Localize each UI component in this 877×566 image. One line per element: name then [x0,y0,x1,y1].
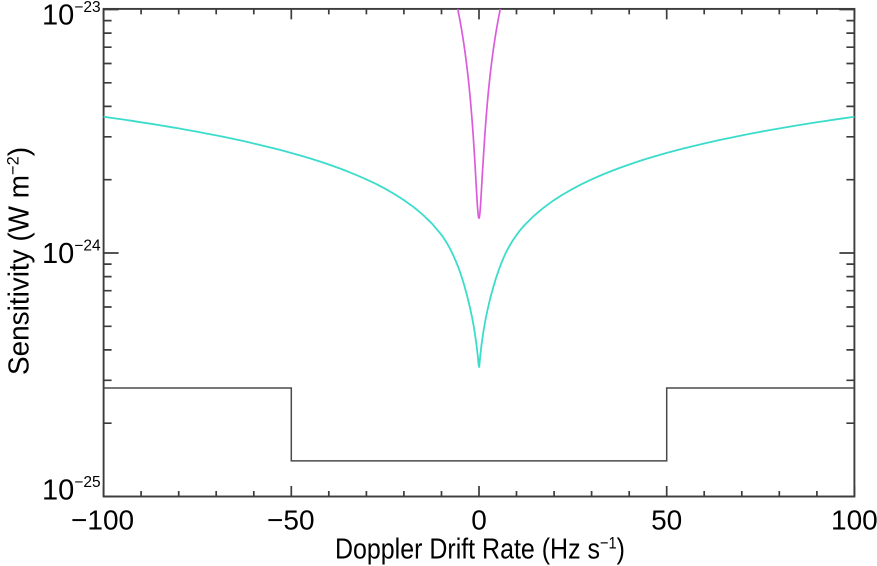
svg-text:Sensitivity (W m−2): Sensitivity (W m−2) [4,147,36,375]
svg-text:0: 0 [471,505,487,536]
svg-text:50: 50 [651,505,682,536]
svg-text:Doppler Drift Rate (Hz s−1): Doppler Drift Rate (Hz s−1) [335,534,625,566]
svg-text:−100: −100 [71,505,134,536]
svg-text:−50: −50 [267,505,315,536]
svg-text:100: 100 [831,505,877,536]
